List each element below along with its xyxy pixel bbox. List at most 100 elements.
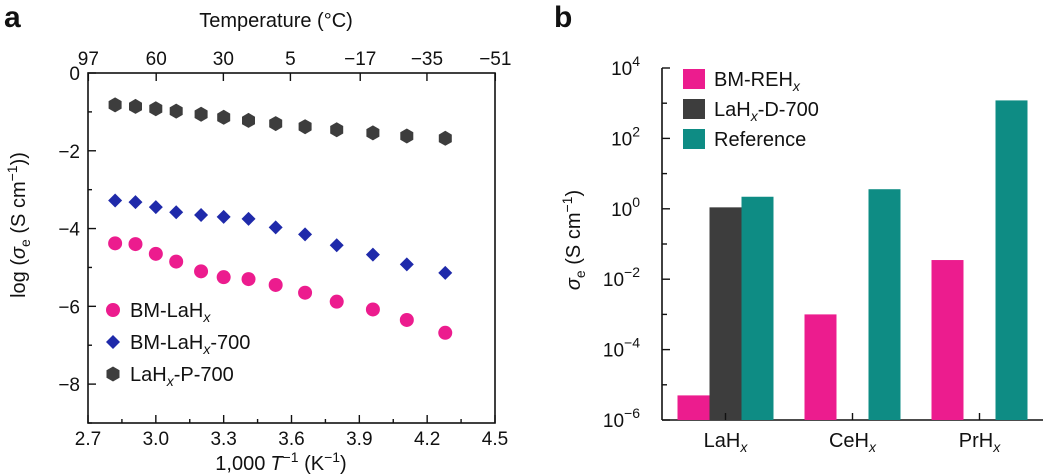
data-point-series-2	[149, 101, 163, 117]
y-tick-label: 100	[611, 194, 640, 221]
data-point-series-1	[108, 193, 123, 208]
bar-1-0	[709, 207, 742, 420]
bar-2-2	[995, 100, 1028, 421]
data-point-series-1	[399, 257, 414, 272]
data-point-series-2	[400, 128, 414, 144]
x-tick-label: 3.9	[346, 429, 372, 450]
data-point-series-2	[366, 125, 380, 141]
data-point-series-2	[217, 109, 231, 125]
data-point-series-2	[298, 119, 312, 135]
data-point-series-0	[268, 277, 283, 292]
y-tick-label: −8	[58, 375, 80, 396]
data-point-series-1	[194, 207, 209, 222]
panel-label-a: a	[4, 1, 21, 34]
data-point-series-0	[216, 270, 231, 285]
panel-b-legend: BM-REHx LaHx-D-700 Reference	[683, 69, 819, 151]
data-point-series-0	[241, 272, 256, 287]
data-point-series-1	[329, 238, 344, 253]
data-point-series-2	[108, 97, 122, 113]
x-tick-label: 3.0	[143, 429, 169, 450]
x-tick-label: 3.6	[278, 429, 304, 450]
data-point-series-1	[268, 220, 283, 235]
legend-swatch-b-2	[683, 129, 705, 149]
y-tick-label: 0	[69, 64, 80, 85]
panel-label-b: b	[554, 1, 572, 34]
y-tick-label: 102	[611, 123, 640, 150]
legend-swatch-b-0	[683, 69, 705, 89]
top-tick-label: 5	[285, 49, 296, 70]
data-point-series-1	[216, 209, 231, 224]
data-point-series-1	[128, 195, 143, 210]
top-tick-label: 97	[78, 49, 99, 70]
category-label: LaHx	[704, 430, 749, 455]
data-point-series-2	[330, 122, 344, 138]
y-tick-label: 10−6	[603, 405, 640, 432]
top-tick-label: −35	[411, 49, 443, 70]
panel-a-top-axis-title: Temperature (°C)	[199, 10, 353, 32]
panel-a-legend: BM-LaHx BM-LaHx-700 LaHx-P-700	[106, 300, 250, 389]
legend-label-a-1: BM-LaHx-700	[130, 332, 250, 357]
data-point-series-1	[438, 265, 453, 280]
data-point-series-2	[438, 130, 452, 146]
panel-b-bars	[677, 100, 1028, 421]
data-point-series-0	[438, 325, 453, 340]
bar-0-1	[804, 314, 837, 420]
data-point-series-0	[169, 254, 184, 269]
top-tick-label: −17	[344, 49, 376, 70]
panel-b-category-labels: LaHx CeHx PrHx	[704, 413, 1001, 455]
panel-b-ticks: 10−6 10−4 10−2 100 102 104	[603, 53, 670, 432]
data-point-series-2	[242, 112, 255, 128]
data-point-series-0	[148, 246, 163, 261]
y-tick-label: 10−2	[603, 264, 640, 291]
data-point-series-2	[129, 98, 142, 114]
top-tick-label: 30	[213, 49, 234, 70]
x-tick-label: 4.2	[414, 429, 440, 450]
category-label: PrHx	[959, 430, 1001, 455]
y-tick-label: 104	[611, 53, 640, 80]
legend-label-b-2: Reference	[714, 129, 806, 151]
panel-a-ticks: 2.7 3.0 3.3 3.6 3.9 4.2 4.5 0 −2 −4 −6 −8 97 60 30 5 −17…	[58, 49, 511, 450]
legend-marker-a-2	[106, 366, 120, 382]
panel-a-data-points	[108, 97, 453, 340]
data-point-series-0	[298, 285, 313, 300]
top-tick-label: −51	[479, 49, 511, 70]
data-point-series-0	[365, 302, 380, 317]
data-point-series-2	[269, 116, 283, 132]
x-tick-label: 4.5	[482, 429, 508, 450]
bar-2-1	[868, 189, 901, 420]
data-point-series-2	[194, 106, 208, 122]
y-tick-label: −4	[58, 220, 80, 241]
data-point-series-1	[169, 205, 184, 220]
data-point-series-0	[108, 236, 123, 251]
bar-0-2	[931, 260, 964, 420]
legend-marker-a-1	[106, 335, 120, 349]
data-point-series-0	[128, 237, 143, 252]
legend-label-a-2: LaHx-P-700	[130, 364, 234, 389]
x-tick-label: 3.3	[210, 429, 236, 450]
data-point-series-0	[399, 312, 414, 327]
data-point-series-1	[298, 227, 313, 242]
legend-label-b-0: BM-REHx	[714, 69, 801, 94]
legend-label-a-0: BM-LaHx	[130, 300, 211, 325]
y-tick-label: −2	[58, 142, 80, 163]
bar-2-0	[741, 196, 774, 420]
category-label: CeHx	[829, 430, 877, 455]
panel-b-y-axis-title: σe (S cm−1)	[559, 190, 588, 290]
panel-a-x-axis-title: 1,000 T−1 (K−1)	[215, 449, 346, 475]
panel-a-y-axis-title: log (σe (S cm−1))	[4, 152, 33, 298]
data-point-series-1	[241, 211, 256, 226]
data-point-series-0	[194, 264, 209, 279]
x-tick-label: 2.7	[75, 429, 101, 450]
data-point-series-1	[148, 200, 163, 215]
data-point-series-1	[365, 247, 380, 262]
legend-swatch-b-1	[683, 99, 705, 119]
top-tick-label: 60	[146, 49, 167, 70]
bar-0-0	[677, 395, 710, 420]
data-point-series-2	[169, 103, 183, 119]
y-tick-label: 10−4	[603, 335, 640, 362]
y-tick-label: −6	[58, 297, 80, 318]
legend-marker-a-0	[106, 303, 120, 317]
legend-label-b-1: LaHx-D-700	[714, 99, 819, 124]
data-point-series-0	[329, 294, 344, 309]
